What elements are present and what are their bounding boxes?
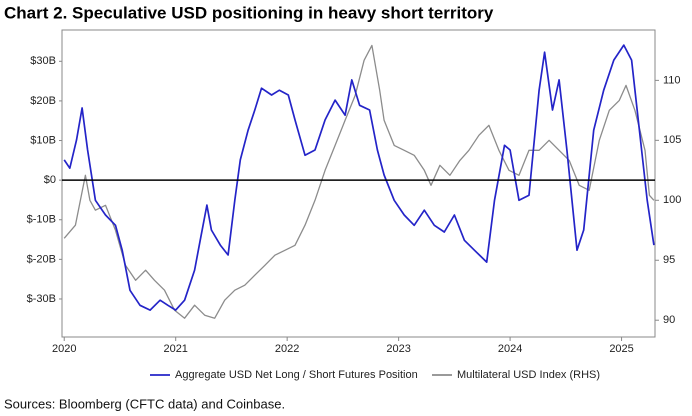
y-tick-label: $-10B [27, 214, 56, 226]
y-tick-label: $30B [30, 55, 56, 67]
y2-tick-label: 90 [663, 314, 675, 326]
y2-tick-label: 110 [663, 74, 681, 86]
series-line [63, 44, 655, 319]
y2-tick-label: 100 [663, 194, 681, 206]
y-tick-label: $20B [30, 95, 56, 107]
x-tick-label: 2024 [498, 343, 522, 355]
y-tick-label: $10B [30, 134, 56, 146]
y2-tick-label: 95 [663, 254, 675, 266]
source-note: Sources: Bloomberg (CFTC data) and Coinb… [4, 396, 285, 411]
y-tick-label: $-30B [27, 293, 56, 305]
y-tick-label: $-20B [27, 253, 56, 265]
legend-label: Multilateral USD Index (RHS) [457, 369, 600, 381]
x-tick-label: 2022 [275, 343, 299, 355]
x-tick-label: 2021 [163, 343, 187, 355]
plot-frame [61, 29, 656, 338]
x-tick-label: 2023 [386, 343, 410, 355]
x-tick-label: 2020 [52, 343, 76, 355]
x-tick-label: 2025 [609, 343, 633, 355]
legend-label: Aggregate USD Net Long / Short Futures P… [175, 369, 418, 381]
y2-tick-label: 105 [663, 134, 681, 146]
chart-title: Chart 2. Speculative USD positioning in … [4, 3, 494, 22]
y-tick-label: $0 [44, 174, 56, 186]
series-line [63, 44, 655, 311]
